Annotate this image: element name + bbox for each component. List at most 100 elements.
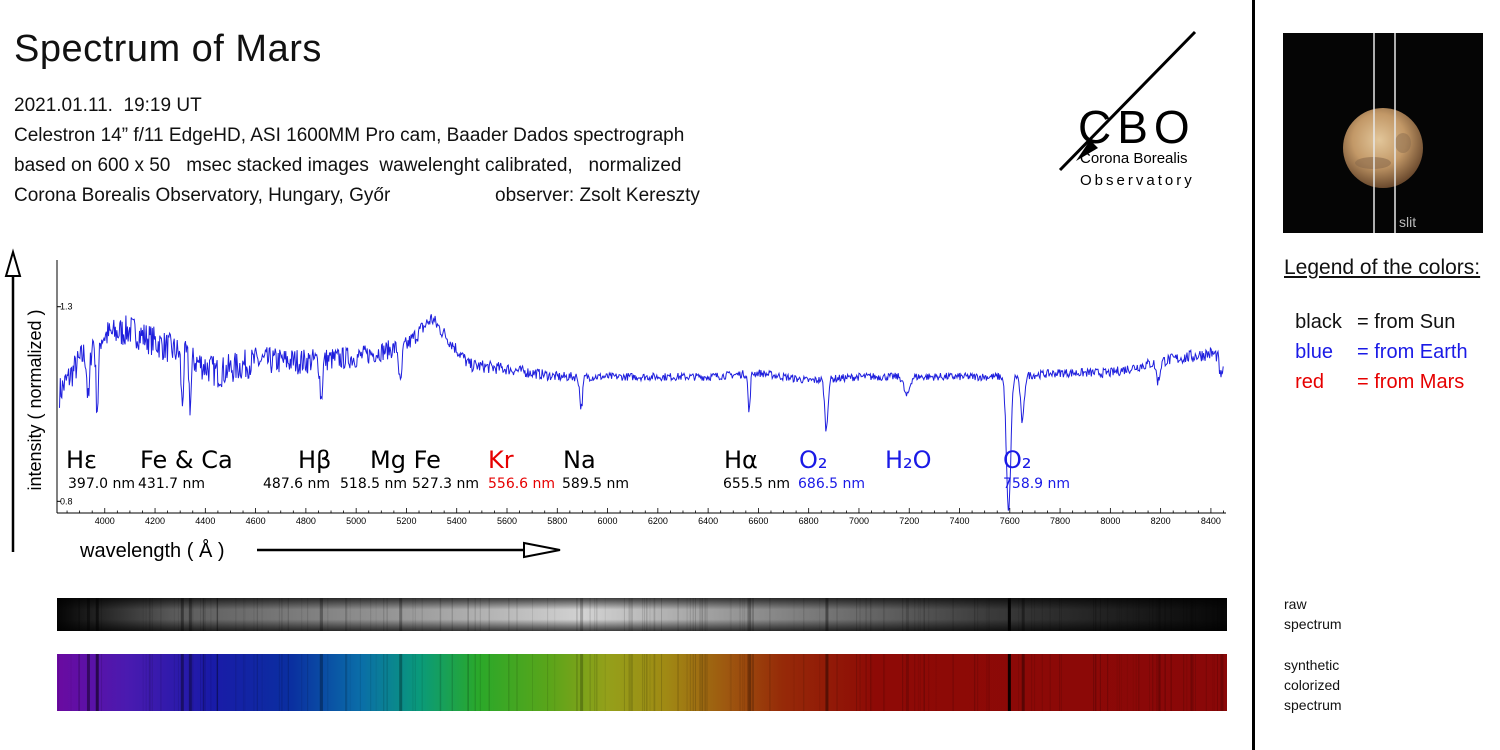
synthetic-fine-line bbox=[1164, 654, 1166, 711]
synthetic-fine-line bbox=[1159, 654, 1161, 711]
synthetic-fine-line bbox=[253, 654, 255, 711]
logo-subname: Observatory bbox=[1080, 172, 1195, 189]
synthetic-fine-line bbox=[359, 654, 361, 711]
chart-annotations: Hε 397.0 nm Fe & Ca 431.7 nm Hβ 487.6 nm Mg Fe… bbox=[66, 446, 1070, 492]
synthetic-absorption-line bbox=[1021, 654, 1025, 711]
synthetic-fine-line bbox=[836, 654, 838, 711]
x-tick-label: 5200 bbox=[396, 516, 416, 526]
line-wavelength-label: 487.6 nm bbox=[263, 476, 330, 492]
synthetic-fine-line bbox=[488, 654, 490, 711]
synthetic-absorption-line bbox=[905, 654, 909, 711]
synthetic-fine-line bbox=[554, 654, 556, 711]
cbo-logo: CBO Corona Borealis Observatory bbox=[1058, 30, 1197, 189]
synthetic-fine-line bbox=[1010, 654, 1012, 711]
synthetic-fine-line bbox=[952, 654, 954, 711]
observation-date: 2021.01.11. 19:19 UT bbox=[14, 95, 202, 116]
x-tick-label: 7000 bbox=[849, 516, 869, 526]
raw-spectrum-label: raw spectrum bbox=[1284, 596, 1342, 632]
chart-series bbox=[59, 314, 1224, 511]
synthetic-fine-line bbox=[508, 654, 510, 711]
x-tick-label: 8400 bbox=[1201, 516, 1221, 526]
synthetic-fine-line bbox=[594, 654, 596, 711]
x-tick-label: 6400 bbox=[698, 516, 718, 526]
synthetic-fine-line bbox=[1212, 654, 1214, 711]
synthetic-fine-line bbox=[859, 654, 861, 711]
y-tick-label: 0.8 bbox=[60, 496, 73, 506]
x-tick-label: 8000 bbox=[1100, 516, 1120, 526]
line-species-label: H₂O bbox=[885, 446, 932, 474]
line-wavelength-label: 556.6 nm bbox=[488, 476, 555, 492]
synthetic-absorption-line bbox=[1007, 654, 1011, 711]
synthetic-fine-line bbox=[1135, 654, 1137, 711]
synthetic-fine-line bbox=[652, 654, 654, 711]
synthetic-fine-line bbox=[1191, 654, 1193, 711]
synthetic-fine-line bbox=[917, 654, 919, 711]
line-species-label: Fe & Ca bbox=[140, 446, 233, 474]
synthetic-fine-line bbox=[1170, 654, 1172, 711]
synthetic-fine-line bbox=[576, 654, 578, 711]
synthetic-fine-line bbox=[177, 654, 179, 711]
x-tick-label: 6000 bbox=[598, 516, 618, 526]
line-wavelength-label: 655.5 nm bbox=[723, 476, 790, 492]
logo-name: Corona Borealis bbox=[1080, 150, 1188, 167]
synthetic-fine-line bbox=[301, 654, 303, 711]
legend-key: black bbox=[1295, 311, 1342, 333]
synthetic-fine-line bbox=[923, 654, 925, 711]
logo-comet-streak bbox=[1058, 30, 1197, 172]
synthetic-fine-line bbox=[977, 654, 979, 711]
synthetic-fine-line bbox=[151, 654, 153, 711]
equipment-line: Celestron 14” f/11 EdgeHD, ASI 1600MM Pr… bbox=[14, 125, 685, 146]
synthetic-fine-line bbox=[145, 654, 147, 711]
legend-item-red: red = from Mars bbox=[1284, 348, 1464, 394]
legend-item-black: black = from Sun bbox=[1284, 288, 1455, 334]
synthetic-fine-line bbox=[479, 654, 481, 711]
synthetic-absorption-line bbox=[1220, 654, 1224, 711]
mars-slit-image: slit bbox=[1283, 33, 1483, 233]
synthetic-fine-line bbox=[919, 654, 921, 711]
synthetic-fine-line bbox=[884, 654, 886, 711]
synthetic-fine-line bbox=[242, 654, 244, 711]
synthetic-fine-line bbox=[370, 654, 372, 711]
synthetic-fine-line bbox=[628, 654, 630, 711]
synthetic-fine-line bbox=[793, 654, 795, 711]
page-title: Spectrum of Mars bbox=[14, 28, 322, 70]
observatory-line: Corona Borealis Observatory, Hungary, Gy… bbox=[14, 185, 391, 206]
synthetic-absorption-line bbox=[825, 654, 829, 711]
synthetic-fine-line bbox=[699, 654, 701, 711]
raw-spectrum-strip bbox=[57, 598, 1227, 631]
synthetic-fine-line bbox=[644, 654, 646, 711]
synthetic-fine-line bbox=[700, 654, 702, 711]
logo-letters: CBO bbox=[1078, 101, 1196, 153]
synthetic-fine-line bbox=[631, 654, 633, 711]
synthetic-fine-line bbox=[642, 654, 644, 711]
line-species-label: O₂ bbox=[799, 446, 828, 474]
synthetic-fine-line bbox=[467, 654, 469, 711]
observer-line: observer: Zsolt Kereszty bbox=[495, 185, 700, 206]
line-species-label: Mg Fe bbox=[370, 446, 441, 474]
synthetic-fine-line bbox=[856, 654, 858, 711]
synthetic-absorption-line bbox=[399, 654, 403, 711]
synthetic-fine-line bbox=[204, 654, 206, 711]
x-tick-label: 4200 bbox=[145, 516, 165, 526]
synthetic-fine-line bbox=[752, 654, 754, 711]
synthetic-fine-line bbox=[707, 654, 709, 711]
y-axis-label: intensity ( normalized ) bbox=[25, 309, 45, 490]
synthetic-fine-line bbox=[160, 654, 162, 711]
synthetic-fine-line bbox=[173, 654, 175, 711]
synthetic-fine-line bbox=[349, 654, 351, 711]
chart-axes: 4000 4200 4400 4600 4800 5000 5200 5400 5600 5800… bbox=[4, 248, 1226, 562]
synthetic-fine-line bbox=[516, 654, 518, 711]
synthetic-fine-line bbox=[729, 654, 731, 711]
synthetic-fine-line bbox=[883, 654, 885, 711]
synthetic-fine-line bbox=[1034, 654, 1036, 711]
synthetic-fine-line bbox=[935, 654, 937, 711]
synthetic-fine-line bbox=[148, 654, 150, 711]
synthetic-fine-line bbox=[902, 654, 904, 711]
x-tick-label: 7400 bbox=[950, 516, 970, 526]
slit-label: slit bbox=[1399, 214, 1416, 230]
synthetic-fine-line bbox=[819, 654, 821, 711]
synthetic-fine-line bbox=[1031, 654, 1033, 711]
x-axis-arrow-head bbox=[523, 541, 561, 559]
processing-line: based on 600 x 50 msec stacked images wa… bbox=[14, 155, 682, 176]
x-tick-label: 4800 bbox=[296, 516, 316, 526]
